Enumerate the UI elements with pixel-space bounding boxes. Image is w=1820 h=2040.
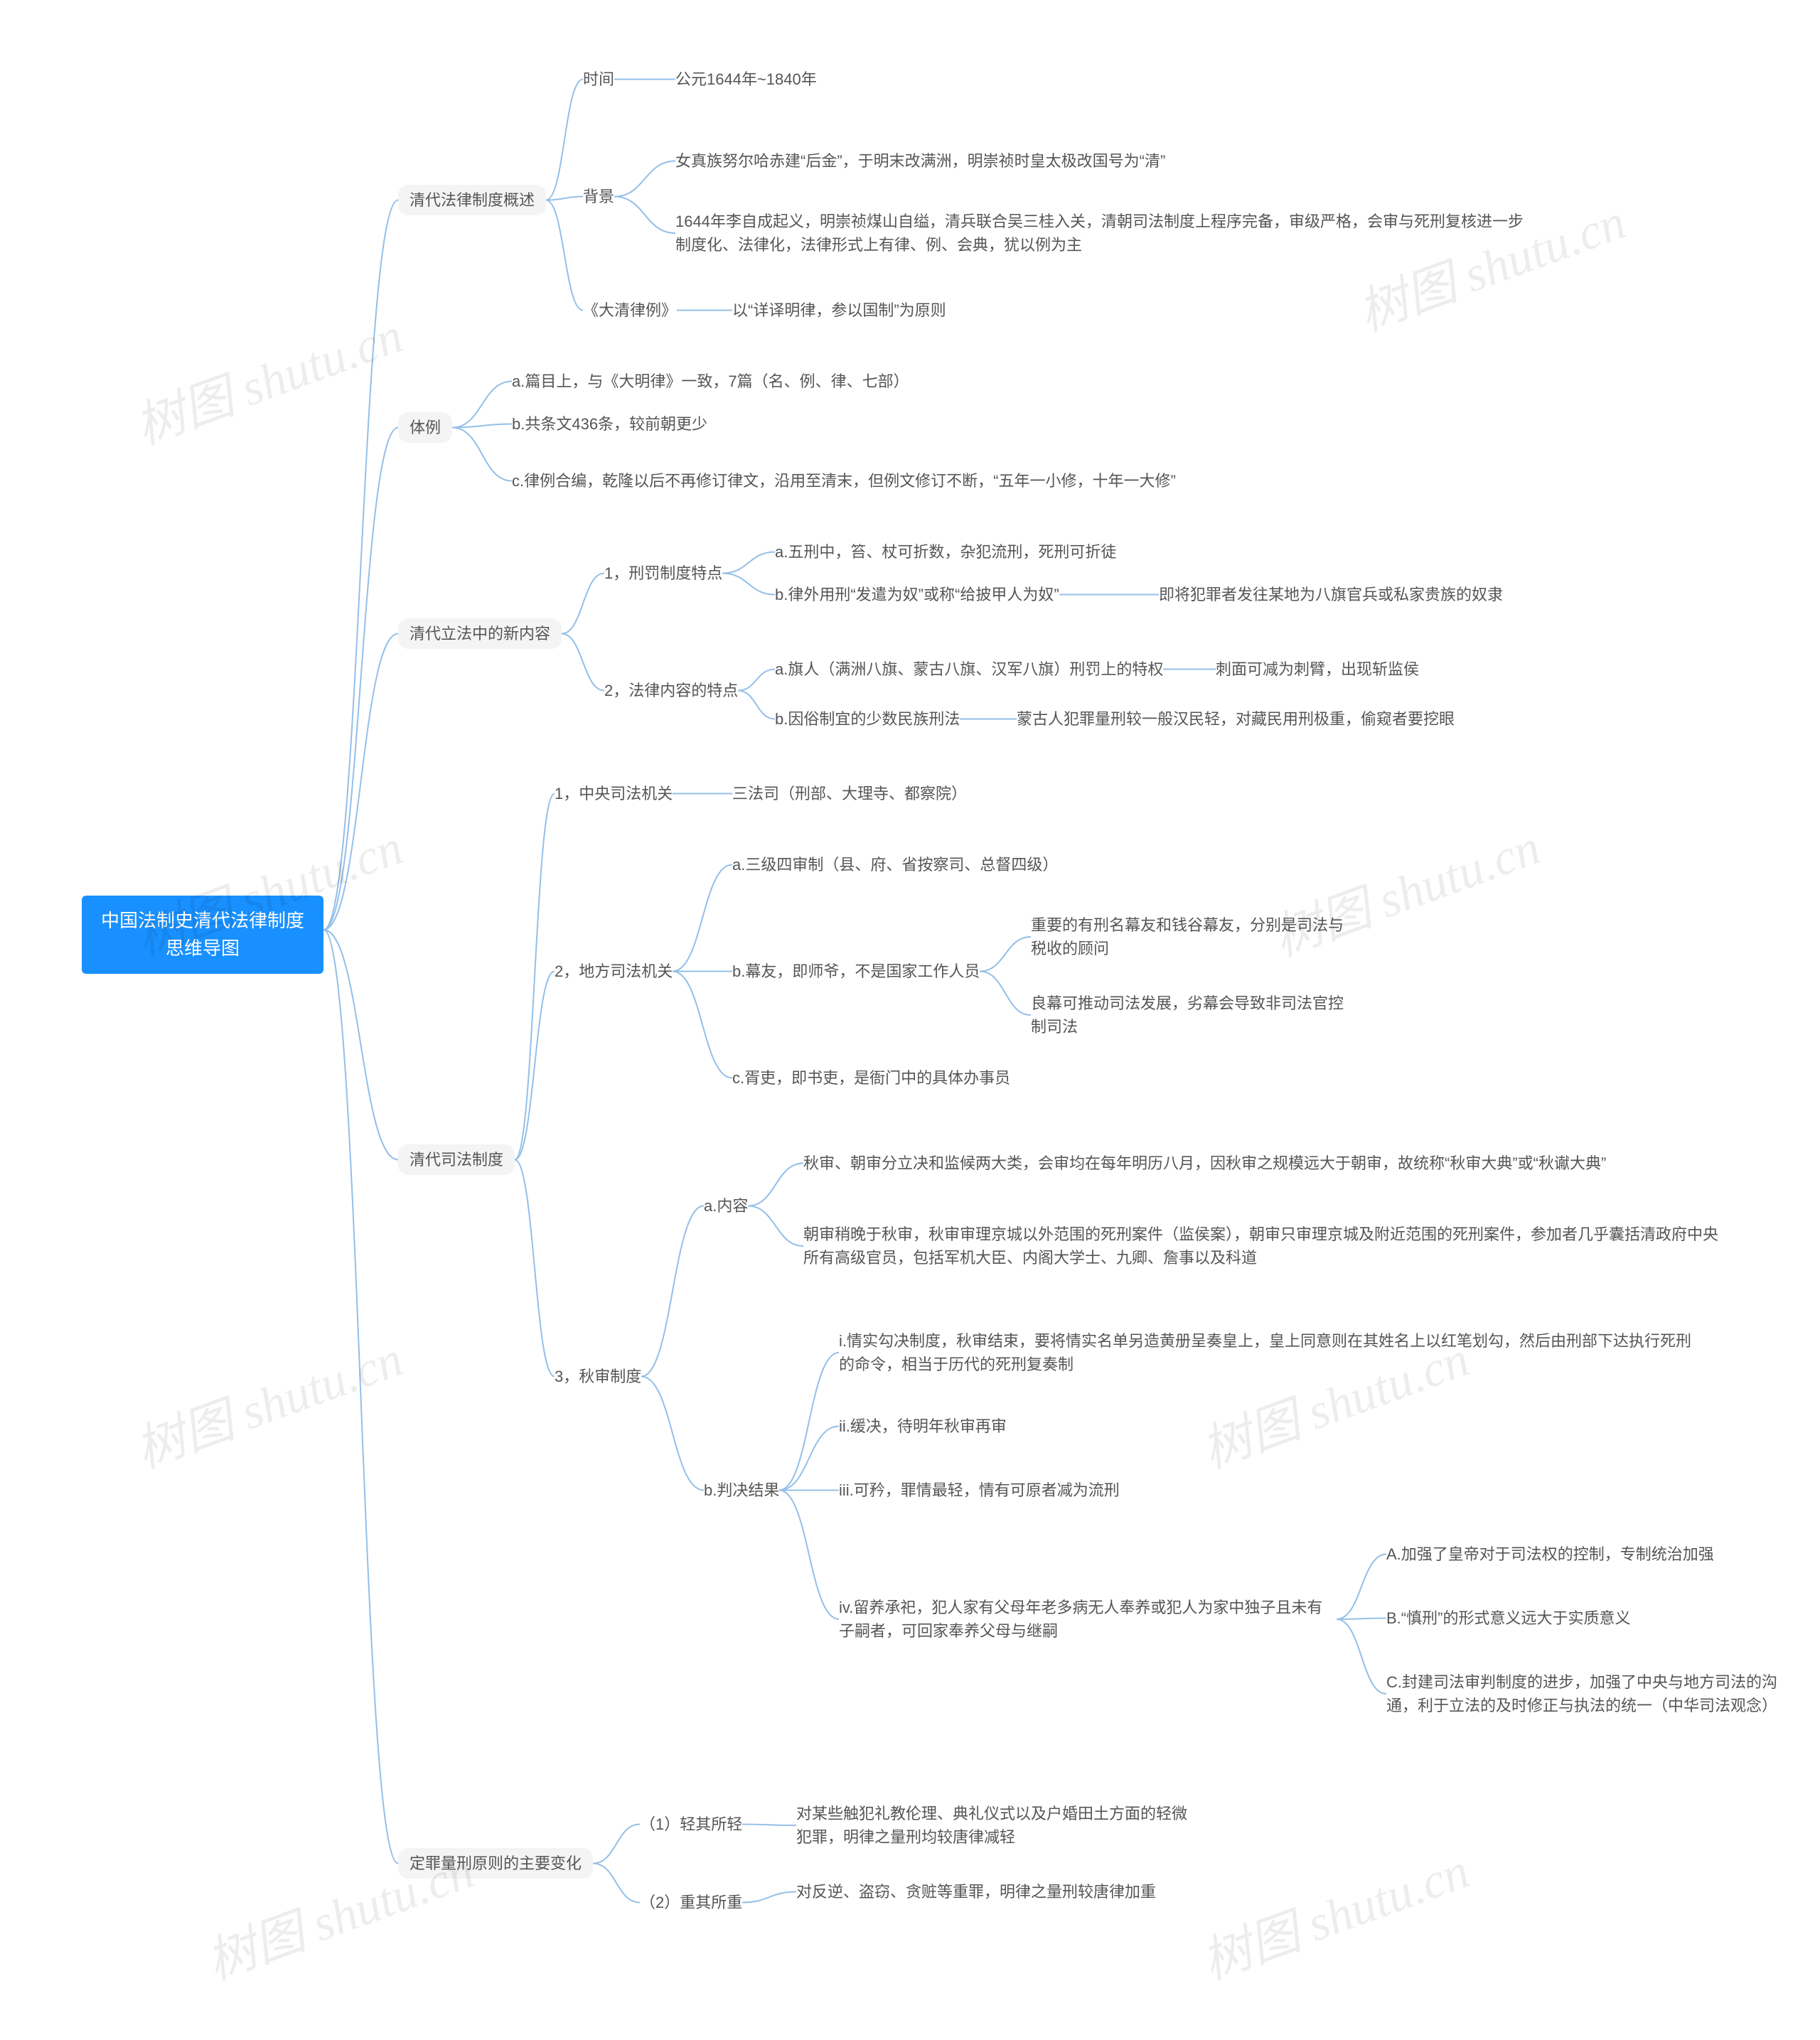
leaf-node[interactable]: 刺面可减为刺臂，出现斩监侯 (1216, 657, 1419, 681)
edge (641, 1206, 704, 1377)
leaf-node[interactable]: i.情实勾决制度，秋审结束，要将情实名单另造黄册呈奏皇上，皇上同意则在其姓名上以… (839, 1329, 1692, 1376)
leaf-node[interactable]: 1，中央司法机关 (555, 782, 673, 805)
leaf-node[interactable]: 朝审稍晚于秋审，秋审审理京城以外范围的死刑案件（监侯案），朝审只审理京城及附近范… (803, 1223, 1728, 1269)
leaf-node[interactable]: 1，刑罚制度特点 (604, 562, 722, 585)
edge (980, 937, 1031, 972)
root-label: 中国法制史清代法律制度 思维导图 (101, 910, 304, 959)
leaf-node[interactable]: 秋审、朝审分立决和监候两大类，会审均在每年明历八月，因秋审之规模远大于朝审，故统… (803, 1151, 1606, 1175)
leaf-node[interactable]: b.幕友，即师爷，不是国家工作人员 (732, 960, 980, 983)
leaf-node[interactable]: （2）重其所重 (640, 1891, 742, 1914)
edge (323, 200, 398, 930)
leaf-node[interactable]: 3，秋审制度 (555, 1365, 641, 1388)
branch-node[interactable]: 体例 (398, 412, 452, 443)
leaf-node[interactable]: 对某些触犯礼教伦理、典礼仪式以及户婚田土方面的轻微犯罪，明律之量刑均较唐律减轻 (796, 1802, 1194, 1849)
edge (593, 1864, 640, 1903)
leaf-node[interactable]: 《大清律例》 (583, 299, 677, 322)
edge (562, 574, 604, 634)
branch-node[interactable]: 清代立法中的新内容 (398, 618, 562, 649)
edge (748, 1206, 803, 1247)
watermark: 树图 shutu.cn (124, 296, 412, 458)
edge (641, 1377, 704, 1491)
leaf-node[interactable]: 蒙古人犯罪量刑较一般汉民轻，对藏民用刑极重，偷窥者要挖眼 (1017, 707, 1455, 731)
edge (452, 428, 512, 481)
leaf-node[interactable]: 三法司（刑部、大理寺、都察院） (732, 782, 967, 805)
edge (738, 691, 775, 719)
edge (779, 1427, 839, 1491)
leaf-node[interactable]: A.加强了皇帝对于司法权的控制，专制统治加强 (1386, 1542, 1714, 1566)
leaf-node[interactable]: b.因俗制宜的少数民族刑法 (775, 707, 960, 731)
edge (546, 197, 583, 200)
edge (779, 1353, 839, 1491)
leaf-node[interactable]: 1644年李自成起义，明崇祯煤山自缢，清兵联合吴三桂入关，清朝司法制度上程序完备… (675, 210, 1529, 257)
edge (722, 574, 775, 595)
edge (452, 382, 512, 428)
leaf-node[interactable]: 时间 (583, 68, 614, 91)
edge (515, 1160, 555, 1377)
leaf-node[interactable]: 以“详译明律，参以国制”为原则 (732, 299, 946, 322)
edge (323, 634, 398, 930)
edge (673, 972, 732, 1078)
leaf-node[interactable]: 2，地方司法机关 (555, 960, 673, 983)
mindmap-canvas: 中国法制史清代法律制度 思维导图 清代法律制度概述 时间 公元1644年~1840年… (0, 0, 1820, 2040)
leaf-node[interactable]: 背景 (583, 185, 614, 208)
edge (546, 200, 583, 311)
leaf-node[interactable]: b.律外用刑“发遣为奴”或称“给披甲人为奴” (775, 583, 1059, 606)
leaf-node[interactable]: a.五刑中，笞、杖可折数，杂犯流刑，死刑可折徒 (775, 540, 1116, 564)
edge (779, 1491, 839, 1620)
leaf-node[interactable]: 2，法律内容的特点 (604, 679, 738, 702)
watermark: 树图 shutu.cn (124, 1319, 412, 1482)
edge (1337, 1619, 1386, 1694)
edge (452, 424, 512, 428)
root-node[interactable]: 中国法制史清代法律制度 思维导图 (82, 896, 323, 974)
edge (546, 80, 583, 200)
leaf-node[interactable]: a.三级四审制（县、府、省按察司、总督四级） (732, 853, 1058, 876)
leaf-node[interactable]: C.封建司法审判制度的进步，加强了中央与地方司法的沟通，利于立法的及时修正与执法… (1386, 1670, 1784, 1717)
leaf-node[interactable]: iv.留养承祀，犯人家有父母年老多病无人奉养或犯人为家中独子且未有子嗣者，可回家… (839, 1596, 1337, 1643)
edge (562, 634, 604, 691)
leaf-node[interactable]: 对反逆、盗窃、贪赃等重罪，明律之量刑较唐律加重 (796, 1880, 1156, 1904)
branch-node[interactable]: 清代司法制度 (398, 1144, 515, 1175)
watermark: 树图 shutu.cn (1191, 1831, 1478, 1994)
leaf-node[interactable]: ii.缓决，待明年秋审再审 (839, 1414, 1007, 1438)
leaf-node[interactable]: iii.可矜，罪情最轻，情有可原者减为流刑 (839, 1478, 1120, 1502)
edge (515, 794, 555, 1160)
edge (593, 1825, 640, 1864)
leaf-node[interactable]: c.律例合编，乾隆以后不再修订律文，沿用至清末，但例文修订不断，“五年一小修，十… (512, 469, 1176, 493)
edge (738, 670, 775, 691)
leaf-node[interactable]: 即将犯罪者发往某地为八旗官兵或私家贵族的奴隶 (1159, 583, 1503, 606)
edge (742, 1825, 796, 1826)
edge (673, 865, 732, 972)
edge (323, 930, 398, 1160)
leaf-node[interactable]: 重要的有刑名幕友和钱谷幕友，分别是司法与 税收的顾问 (1031, 913, 1344, 960)
leaf-node[interactable]: a.内容 (704, 1194, 748, 1218)
edge (323, 428, 398, 930)
edge (748, 1164, 803, 1206)
branch-node[interactable]: 定罪量刑原则的主要变化 (398, 1848, 593, 1879)
leaf-node[interactable]: 良幕可推动司法发展，劣幕会导致非司法官控 制司法 (1031, 992, 1344, 1038)
leaf-node[interactable]: a.篇目上，与《大明律》一致，7篇（名、例、律、七部） (512, 370, 909, 393)
edge (1337, 1618, 1386, 1620)
edge (742, 1892, 796, 1903)
edge (515, 972, 555, 1160)
leaf-node[interactable]: a.旗人（满洲八旗、蒙古八旗、汉军八旗）刑罚上的特权 (775, 657, 1163, 681)
branch-node[interactable]: 清代法律制度概述 (398, 185, 546, 215)
leaf-node[interactable]: b.共条文436条，较前朝更少 (512, 412, 707, 436)
leaf-node[interactable]: （1）轻其所轻 (640, 1813, 742, 1836)
edge (614, 161, 675, 197)
leaf-node[interactable]: B.“慎刑”的形式意义远大于实质意义 (1386, 1606, 1630, 1630)
edge (614, 197, 675, 234)
leaf-node[interactable]: b.判决结果 (704, 1478, 779, 1502)
watermark: 树图 shutu.cn (1347, 182, 1634, 345)
edge (980, 972, 1031, 1016)
leaf-node[interactable]: c.胥吏，即书吏，是衙门中的具体办事员 (732, 1066, 1010, 1090)
edge (1337, 1555, 1386, 1620)
edge (722, 552, 775, 574)
leaf-node[interactable]: 女真族努尔哈赤建“后金”，于明末改满洲，明崇祯时皇太极改国号为“清” (675, 149, 1165, 173)
leaf-node[interactable]: 公元1644年~1840年 (675, 68, 817, 91)
edge (323, 930, 398, 1864)
